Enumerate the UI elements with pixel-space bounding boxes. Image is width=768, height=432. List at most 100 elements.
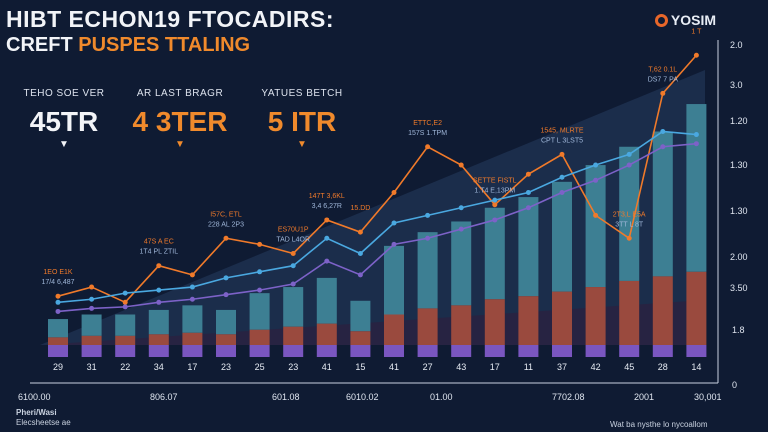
line-point	[156, 299, 162, 305]
bar-teal-segment	[484, 207, 505, 300]
line-point	[525, 171, 531, 177]
down-arrow-icon: ▼	[59, 139, 69, 150]
bar-rust-segment	[585, 287, 606, 345]
category-label: 31	[87, 362, 97, 372]
bar-purple-base	[484, 345, 505, 357]
bar-purple-base	[686, 345, 707, 357]
category-label: 23	[288, 362, 298, 372]
line-point	[660, 90, 666, 96]
category-label: 34	[154, 362, 164, 372]
bar-purple-base	[350, 345, 371, 357]
y-tick-label: 1.30	[730, 160, 748, 170]
line-point	[223, 235, 229, 241]
line-point	[693, 132, 699, 138]
bar-teal-segment	[115, 314, 136, 336]
bar-rust-segment	[417, 308, 438, 345]
category-label: 17	[490, 362, 500, 372]
bar-purple-base	[48, 345, 68, 357]
category-label: 28	[658, 362, 668, 372]
line-point	[626, 235, 632, 241]
bar-teal-segment	[619, 146, 640, 281]
line-point	[89, 284, 95, 290]
line-point	[593, 212, 599, 218]
y-tick-label: 0	[732, 380, 738, 390]
bar-teal-segment	[350, 300, 371, 332]
trend-area	[40, 70, 705, 345]
kpi-card-1: TEHO SOE VER 45TR ▼	[4, 88, 124, 150]
data-annotation: 1EO E1K	[43, 269, 73, 276]
line-point	[122, 299, 128, 305]
kpi-value: 5 ITR	[267, 106, 337, 137]
line-point	[693, 141, 699, 147]
line-series-2	[57, 54, 698, 304]
data-annotation: SETTE FISTL	[473, 178, 517, 185]
category-label: 14	[691, 362, 701, 372]
line-point	[189, 296, 195, 302]
data-annotation: CPT L 3LST5	[541, 137, 583, 144]
bar-rust-segment	[48, 337, 68, 345]
bar-purple-base	[417, 345, 438, 357]
bar-teal-segment	[81, 314, 102, 336]
bar-teal-segment	[686, 104, 707, 272]
bar-purple-base	[216, 345, 236, 357]
data-annotation: 17/4 6,487	[41, 279, 74, 286]
data-annotation: 1.T4 E,13PM	[474, 188, 515, 195]
line-series-4	[57, 142, 697, 313]
bar-purple-base	[115, 345, 136, 357]
data-annotation: 47S A EC	[144, 239, 174, 246]
line-point	[156, 287, 162, 293]
category-label: 42	[591, 362, 601, 372]
line-point	[626, 162, 632, 168]
title-line-1: HIBT ECHON19 FTOCADIRS:	[6, 6, 334, 32]
line-point	[626, 151, 632, 157]
bar-purple-base	[518, 345, 539, 357]
line-point	[559, 174, 565, 180]
line-point	[55, 299, 61, 305]
title-line-2: CREFT PUSPES TTALING	[6, 32, 334, 58]
title-line-2-a: CREFT	[6, 34, 73, 56]
kpi-value: 4 3TER	[132, 106, 228, 137]
data-annotation: 15.DD	[350, 205, 370, 212]
line-point	[660, 129, 666, 134]
y-tick-label: 2.00	[730, 252, 748, 262]
line-point	[425, 235, 431, 241]
bar-teal-segment	[283, 287, 304, 327]
data-annotation: 3,4 6,27R	[312, 203, 342, 210]
line-point	[324, 217, 330, 223]
line-point	[257, 287, 263, 293]
bar-teal-segment	[182, 305, 203, 333]
line-point	[458, 205, 464, 211]
x-tick-label: 6010.02	[346, 392, 379, 402]
line-point	[525, 190, 531, 195]
line-point	[290, 281, 296, 287]
line-point	[189, 272, 195, 278]
x-tick-label: 806.07	[150, 392, 178, 402]
bar-rust-segment	[484, 299, 505, 345]
line-point	[55, 308, 61, 314]
y-tick-label: 1.20	[730, 116, 748, 126]
line-point	[660, 144, 666, 150]
line-point	[593, 162, 599, 168]
footer-left-line2: Elecsheetse ae	[16, 418, 71, 427]
bar-rust-segment	[518, 296, 539, 345]
line-point	[357, 251, 363, 256]
bar-teal-segment	[417, 232, 438, 309]
bar-purple-base	[552, 345, 572, 357]
kpi-label: YATUES BETCH	[261, 88, 343, 99]
bar-purple-base	[585, 345, 606, 357]
category-label: 11	[524, 362, 533, 372]
line-point	[391, 220, 397, 226]
bar-purple-base	[652, 345, 673, 357]
line-layer	[55, 52, 699, 314]
bar-rust-segment	[652, 276, 673, 345]
x-tick-label: 2001	[634, 392, 655, 402]
data-annotation: T,62 0.1L	[648, 66, 677, 73]
down-arrow-icon: ▼	[297, 139, 307, 150]
bar-rust-segment	[384, 314, 404, 345]
y-tick-label: 1.30	[730, 206, 748, 216]
line-point	[89, 305, 95, 311]
bar-rust-segment	[115, 335, 136, 345]
line-point	[357, 272, 363, 278]
category-label: 41	[389, 362, 399, 372]
